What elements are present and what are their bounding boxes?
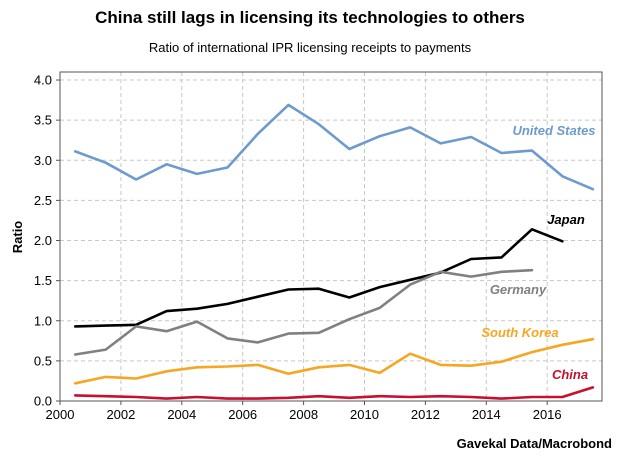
x-tick-label: 2002	[106, 407, 135, 422]
series-label-china: China	[552, 367, 588, 382]
grid-lines	[60, 72, 602, 401]
y-axis-title: Ratio	[10, 221, 25, 254]
y-tick-label: 2.0	[34, 233, 52, 248]
x-tick-label: 2008	[289, 407, 318, 422]
x-tick-label: 2010	[350, 407, 379, 422]
series-line-china	[73, 386, 595, 400]
chart-title: China still lags in licensing its techno…	[95, 8, 525, 27]
x-tick-label: 2000	[46, 407, 75, 422]
axis-ticks: 2000 2002 2004 2006 2008 2010 2012 2014 2016 0.0 0…	[34, 73, 562, 422]
plot-area-frame	[59, 71, 603, 402]
y-tick-label: 3.0	[34, 153, 52, 168]
series-line-germany	[73, 268, 534, 356]
series-label-united-states: United States	[512, 123, 595, 138]
y-tick-label: 0.5	[34, 353, 52, 368]
chart-subtitle: Ratio of international IPR licensing rec…	[148, 40, 472, 55]
series-label-japan: Japan	[547, 212, 585, 227]
y-tick-label: 1.5	[34, 273, 52, 288]
series-line-south-korea	[73, 337, 595, 385]
series-lines	[73, 103, 595, 400]
y-tick-label: 1.0	[34, 313, 52, 328]
y-tick-label: 0.0	[34, 394, 52, 409]
y-tick-label: 2.5	[34, 193, 52, 208]
x-tick-label: 2016	[533, 407, 562, 422]
series-line-japan	[73, 228, 564, 328]
series-label-south-korea: South Korea	[481, 325, 558, 340]
series-line-united-states	[73, 103, 595, 191]
x-tick-label: 2004	[167, 407, 196, 422]
chart-source: Gavekal Data/Macrobond	[456, 436, 612, 451]
series-label-germany: Germany	[490, 282, 547, 297]
y-tick-label: 3.5	[34, 113, 52, 128]
x-tick-label: 2006	[228, 407, 257, 422]
series-labels: United States Japan Germany South Korea Chin…	[481, 123, 595, 382]
y-tick-label: 4.0	[34, 73, 52, 88]
x-tick-label: 2014	[472, 407, 501, 422]
x-tick-label: 2012	[411, 407, 440, 422]
